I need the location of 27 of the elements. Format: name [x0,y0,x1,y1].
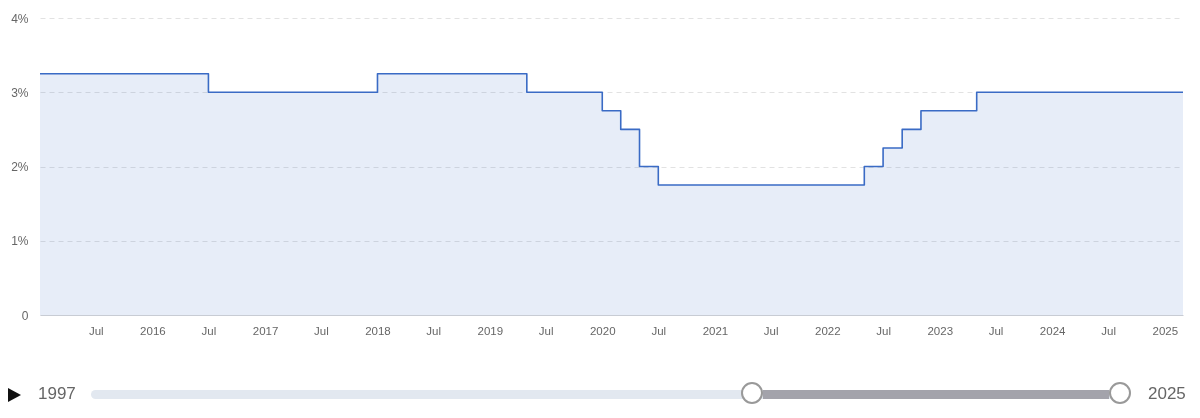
y-tick-label: 0 [21,308,29,323]
x-tick-label: 2019 [477,324,504,337]
x-tick-label: Jul [651,324,667,337]
x-tick-label: Jul [876,324,891,337]
x-tick-label: Jul [201,324,217,337]
x-tick-label: 2017 [252,324,279,337]
text: 2025 [1148,384,1186,404]
x-tick-label: 2020 [589,324,616,337]
x-tick-label: Jul [88,324,104,337]
x-tick-label: 2018 [365,324,391,337]
y-tick-label: 2% [11,160,29,174]
y-tick-label: 3% [11,85,29,100]
x-tick-label: 2021 [702,324,729,337]
text: 1997 [38,384,76,404]
x-tick-label: Jul [1101,324,1117,337]
x-tick-label: 2023 [927,324,954,337]
y-tick-label: 4% [11,11,29,26]
x-tick-label: Jul [313,324,329,337]
x-tick-label: 2016 [140,324,166,337]
x-tick-label: Jul [988,324,1004,337]
x-tick-label: 2025 [1152,324,1179,337]
x-tick-label: Jul [763,324,779,337]
x-tick-label: Jul [426,324,442,337]
x-tick-label: 2022 [815,324,841,337]
y-tick-label: 1% [11,234,29,249]
x-tick-label: 2024 [1039,324,1067,337]
x-tick-label: Jul [538,324,554,337]
